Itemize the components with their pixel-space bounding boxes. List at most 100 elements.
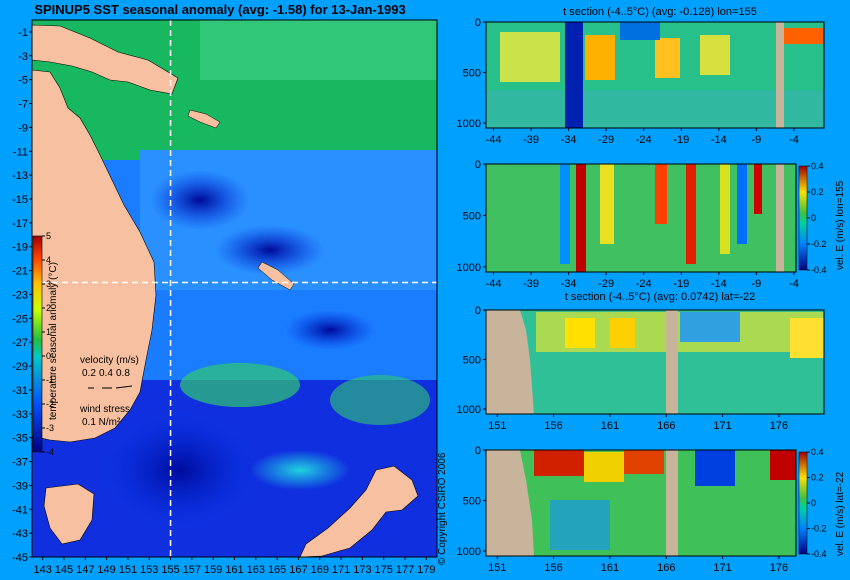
section-x-tick-label: -39 bbox=[523, 134, 539, 146]
map-x-tick-label: 163 bbox=[247, 564, 265, 576]
panel-surface-hot bbox=[565, 318, 595, 348]
map-x-tick-label: 143 bbox=[33, 564, 51, 576]
map-y-tick-label: -25 bbox=[12, 313, 28, 325]
section-y-tick-label: 500 bbox=[463, 495, 481, 507]
panel-frame bbox=[485, 309, 825, 415]
map-x-tick-label: 169 bbox=[311, 564, 329, 576]
map-y-tick-label: -29 bbox=[12, 361, 28, 373]
map-y-tick-label: -23 bbox=[12, 289, 28, 301]
solomon-islands-land bbox=[187, 109, 221, 129]
section-x-tick-label: 161 bbox=[601, 562, 619, 574]
temp-colorbar-tick-label: -4 bbox=[46, 447, 54, 457]
panel-yellow-top bbox=[584, 452, 624, 482]
panel-yellow-column bbox=[720, 164, 730, 254]
section-x-tick-label: -4 bbox=[789, 134, 799, 146]
velocity-legend-value: 0.2 bbox=[82, 368, 96, 379]
section-y-tick-label: 0 bbox=[475, 159, 481, 171]
panel-cold-column bbox=[620, 22, 660, 40]
temp-colorbar-tick-label: -1 bbox=[46, 375, 54, 385]
map-tropical-band bbox=[200, 20, 437, 80]
map-x-tick-label: 153 bbox=[140, 564, 158, 576]
png-land bbox=[31, 24, 179, 95]
panel-land-column bbox=[776, 22, 784, 128]
panel-surface-warm bbox=[700, 35, 730, 75]
section-x-tick-label: -14 bbox=[711, 134, 727, 146]
temp-colorbar-ticks: 5 4 3 2 1 0 -1 -2 -3 -4 bbox=[42, 231, 54, 457]
map-eddy-3 bbox=[285, 310, 375, 350]
velocity-legend-arrows bbox=[88, 385, 133, 389]
section-x-tick-label: -34 bbox=[561, 134, 577, 146]
panel-surface-warm bbox=[500, 32, 560, 82]
map-x-tick-label: 145 bbox=[55, 564, 73, 576]
panel-yellow-column bbox=[600, 164, 614, 244]
sst-anomaly-map bbox=[31, 19, 438, 558]
map-x-tick-label: 179 bbox=[417, 564, 435, 576]
section-y-tick-label: 500 bbox=[463, 210, 481, 222]
temp-colorbar-tick-label: 2 bbox=[46, 303, 51, 313]
section-y-tick-label: 1000 bbox=[457, 262, 481, 274]
panel-red-column bbox=[754, 164, 762, 214]
map-eddy-7 bbox=[250, 450, 350, 490]
map-y-tick-label: -3 bbox=[18, 51, 28, 63]
vel-colorbar-lat bbox=[798, 451, 808, 555]
section-x-tick-label: -14 bbox=[711, 278, 727, 290]
section-x-tick-label: 176 bbox=[770, 562, 788, 574]
map-x-tick-label: 167 bbox=[289, 564, 307, 576]
map-y-tick-label: -13 bbox=[12, 170, 28, 182]
vel-colorbar-tick-label: 0.4 bbox=[811, 161, 824, 171]
panel-red-top bbox=[534, 450, 584, 476]
panel-surface-hot bbox=[790, 318, 824, 358]
map-y-tick-label: -5 bbox=[18, 75, 28, 87]
vel-colorbar-lat-label: vel. E (m/s) lat=-22 bbox=[835, 471, 846, 556]
temp-colorbar-tick-label: 4 bbox=[46, 255, 51, 265]
map-y-tick-label: -21 bbox=[12, 266, 28, 278]
temp-colorbar-tick-label: 1 bbox=[46, 327, 51, 337]
temp-colorbar-tick-label: 5 bbox=[46, 231, 51, 241]
panel-red-top bbox=[624, 450, 664, 474]
section-y-tick-label: 1000 bbox=[457, 404, 481, 416]
panel-frame bbox=[485, 21, 825, 129]
vel-colorbar-tick-label: -0.4 bbox=[811, 265, 827, 275]
map-y-tick-label: -17 bbox=[12, 218, 28, 230]
map-title: SPINUP5 SST seasonal anomaly (avg: -1.58… bbox=[34, 2, 406, 17]
map-x-tick-label: 155 bbox=[161, 564, 179, 576]
australia-land bbox=[31, 69, 157, 443]
vel-colorbar-ticks: 0.4 0.2 0 -0.2 -0.4 0.4 0.2 0 -0.2 -0.4 bbox=[807, 161, 827, 559]
velocity-legend-value: 0.4 bbox=[99, 368, 113, 379]
section-x-tick-label: 151 bbox=[488, 420, 506, 432]
panel-land-column bbox=[666, 450, 678, 556]
section-x-tick-label: 161 bbox=[601, 420, 619, 432]
vel-colorbar-tick-label: 0.4 bbox=[811, 447, 824, 457]
section-x-tick-label: -34 bbox=[561, 278, 577, 290]
t-section-lon-panel bbox=[485, 21, 825, 129]
vel-colorbar-tick-label: 0.2 bbox=[811, 473, 824, 483]
vel-section-lat-panel bbox=[485, 449, 797, 557]
map-y-tick-label: -11 bbox=[13, 146, 28, 158]
map-x-axis: 143 145 147 149 151 153 155 157 159 161 163 165 167 1… bbox=[33, 557, 436, 576]
section-x-tick-label: -4 bbox=[789, 278, 799, 290]
map-y-tick-label: -27 bbox=[12, 337, 28, 349]
panel-blue-column bbox=[560, 164, 570, 264]
section-x-tick-label: 156 bbox=[544, 562, 562, 574]
map-eddy-2 bbox=[100, 410, 260, 530]
wind-legend-label: wind stress bbox=[79, 404, 130, 415]
map-y-axis: -1 -3 -5 -7 -9 -11 -13 -15 -17 -19 -21 -23 -25 -27 -29… bbox=[12, 27, 32, 564]
section-x-tick-label: -9 bbox=[752, 134, 762, 146]
section-x-tick-label: -9 bbox=[752, 278, 762, 290]
panel-frame bbox=[485, 163, 797, 273]
panel-bg bbox=[486, 164, 796, 272]
section-x-tick-label: 166 bbox=[657, 562, 675, 574]
section-x-tick-label: 171 bbox=[713, 420, 731, 432]
vel-colorbar-tick-label: -0.4 bbox=[811, 549, 827, 559]
map-y-tick-label: -9 bbox=[18, 122, 28, 134]
map-eddy-5 bbox=[330, 375, 430, 425]
map-x-tick-label: 175 bbox=[375, 564, 393, 576]
panel-land-slope bbox=[486, 310, 534, 414]
map-x-tick-label: 157 bbox=[183, 564, 201, 576]
map-x-tick-label: 151 bbox=[119, 564, 137, 576]
map-y-tick-label: -39 bbox=[12, 480, 28, 492]
temp-colorbar-tick-label: 3 bbox=[46, 279, 51, 289]
map-x-tick-label: 159 bbox=[204, 564, 222, 576]
section-y-tick-label: 500 bbox=[463, 67, 481, 79]
map-x-tick-label: 165 bbox=[268, 564, 286, 576]
